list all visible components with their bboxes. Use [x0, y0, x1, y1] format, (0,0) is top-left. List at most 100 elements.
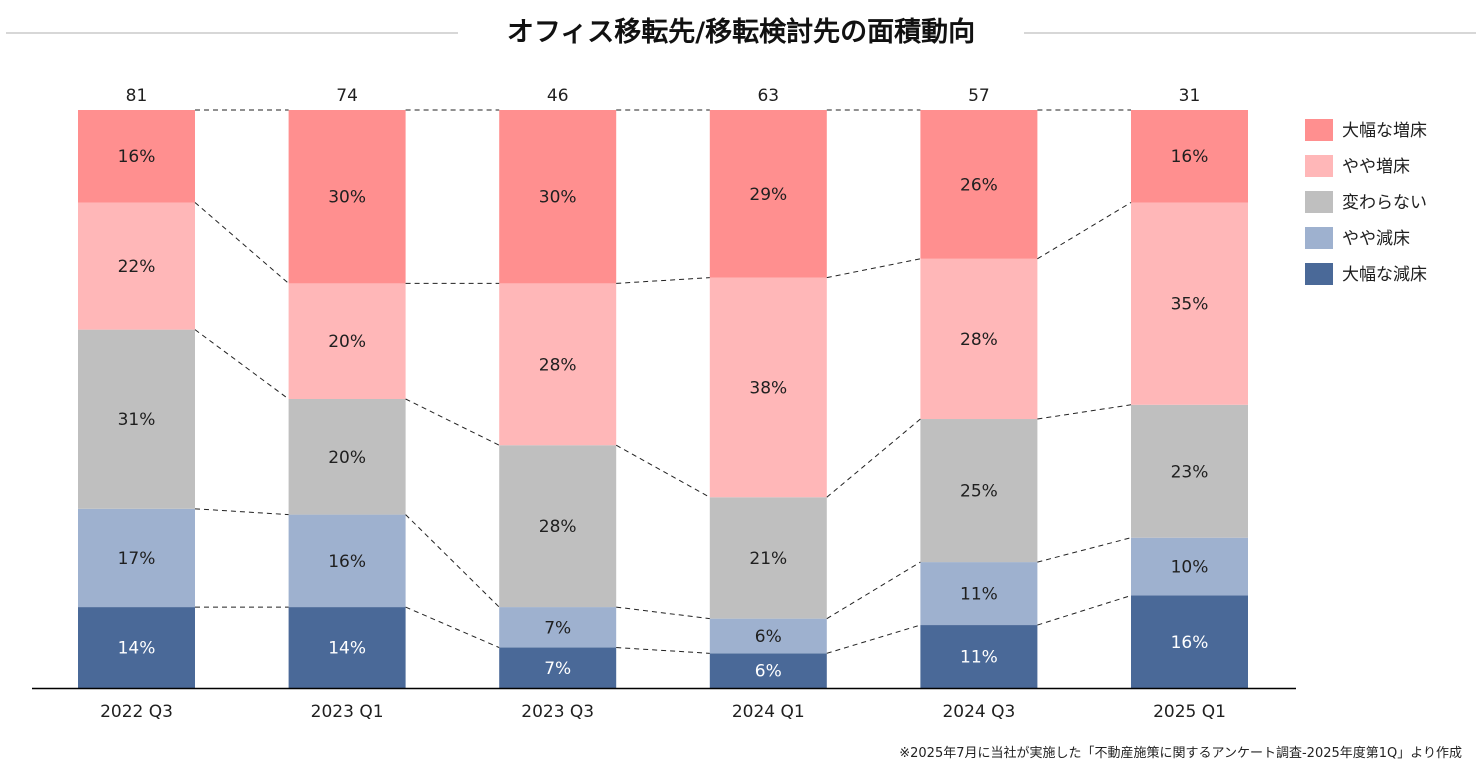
bar-segment	[1131, 595, 1248, 688]
title-rule-right	[1024, 32, 1476, 34]
connector-line	[405, 514, 500, 608]
segment-value-label: 14%	[328, 639, 366, 659]
segment-value-label: 26%	[960, 175, 998, 195]
segment-value-label: 16%	[328, 552, 366, 572]
legend-label: 変わらない	[1342, 193, 1427, 213]
segment-value-label: 30%	[539, 188, 577, 208]
connector-line	[405, 606, 500, 648]
title-rule-left	[6, 32, 458, 34]
connector-line	[405, 398, 500, 446]
bar-segment	[709, 277, 827, 498]
bar-segment	[78, 110, 195, 203]
chart-title: オフィス移転先/移転検討先の面積動向	[506, 17, 976, 48]
x-tick-label: 2025 Q1	[1153, 702, 1226, 722]
segment-value-label: 21%	[749, 549, 787, 569]
segment-value-label: 16%	[1171, 633, 1209, 653]
bar-segment	[920, 258, 1038, 420]
bar-segment	[78, 508, 195, 608]
segment-value-label: 22%	[118, 257, 156, 277]
legend-label: やや減床	[1342, 229, 1410, 249]
bar-segment	[78, 202, 195, 330]
bar-segment	[709, 653, 827, 688]
bar-segment	[499, 110, 617, 284]
bar-segment	[709, 497, 827, 619]
x-tick-label: 2023 Q1	[311, 702, 384, 722]
segment-value-label: 11%	[960, 585, 998, 605]
segment-value-label: 16%	[1171, 147, 1209, 167]
total-count-label: 81	[126, 86, 148, 106]
segment-value-label: 20%	[328, 332, 366, 352]
legend-swatch	[1305, 263, 1333, 285]
source-note: ※2025年7月に当社が実施した「不動産施策に関するアンケート調査-2025年度…	[899, 746, 1462, 761]
connector-line	[826, 624, 921, 654]
legend-label: やや増床	[1342, 157, 1410, 177]
segment-value-label: 16%	[118, 147, 156, 167]
segment-value-label: 28%	[539, 517, 577, 537]
bar-segment	[288, 399, 406, 515]
segment-value-label: 7%	[544, 659, 571, 679]
bar-segment	[499, 607, 617, 648]
legend-swatch	[1305, 227, 1333, 249]
connector-line	[1037, 595, 1132, 626]
total-count-label: 74	[336, 86, 358, 106]
title-row: オフィス移転先/移転検討先の面積動向	[0, 10, 1482, 56]
bar-segment	[1131, 404, 1248, 538]
connector-line	[616, 647, 710, 654]
segment-value-label: 25%	[960, 482, 998, 502]
bar-segment	[920, 625, 1038, 688]
total-count-label: 46	[547, 86, 569, 106]
legend-swatch	[1305, 155, 1333, 177]
total-count-label: 57	[968, 86, 990, 106]
connector-line	[1037, 404, 1132, 420]
bar-segment	[1131, 537, 1248, 596]
segment-value-label: 35%	[1171, 295, 1209, 315]
connector-line	[615, 444, 711, 498]
bar-segment	[288, 283, 406, 399]
bar-segment	[920, 562, 1038, 626]
bar-segment	[499, 647, 617, 688]
segment-value-label: 14%	[118, 639, 156, 659]
bar-segment	[288, 607, 406, 688]
bar-segment	[709, 618, 827, 654]
legend-label: 大幅な減床	[1342, 265, 1427, 285]
bar-segment	[1131, 110, 1248, 203]
segment-value-label: 38%	[749, 378, 787, 398]
bar-segment	[920, 110, 1038, 259]
connector-line	[616, 606, 710, 620]
segment-value-label: 10%	[1171, 558, 1209, 578]
connector-line	[826, 418, 921, 498]
legend-label: 大幅な増床	[1342, 121, 1427, 141]
bar-segment	[499, 445, 617, 608]
segment-value-label: 23%	[1171, 462, 1209, 482]
connector-line	[194, 508, 289, 516]
segment-value-label: 30%	[328, 188, 366, 208]
bar-segment	[78, 329, 195, 509]
bar-segment	[78, 607, 195, 688]
segment-value-label: 31%	[118, 410, 156, 430]
connector-line	[1037, 202, 1132, 260]
x-tick-label: 2022 Q3	[100, 702, 173, 722]
bar-segment	[499, 283, 617, 446]
legend-swatch	[1305, 119, 1333, 141]
legend-swatch	[1305, 191, 1333, 213]
segment-value-label: 28%	[960, 330, 998, 350]
bar-segment	[709, 110, 827, 278]
bar-segment	[920, 419, 1038, 563]
segment-value-label: 11%	[960, 648, 998, 668]
segment-value-label: 20%	[328, 448, 366, 468]
connector-line	[616, 277, 710, 284]
connector-line	[826, 258, 921, 279]
segment-value-label: 6%	[755, 627, 782, 647]
connector-line	[194, 202, 289, 284]
connector-line	[826, 561, 921, 620]
x-tick-label: 2024 Q1	[732, 702, 805, 722]
x-tick-label: 2024 Q3	[942, 702, 1015, 722]
bar-segment	[288, 514, 406, 608]
bar-segment	[288, 110, 406, 284]
x-tick-label: 2023 Q3	[521, 702, 594, 722]
segment-value-label: 7%	[544, 618, 571, 638]
segment-value-label: 28%	[539, 355, 577, 375]
bar-segment	[1131, 202, 1248, 405]
total-count-label: 31	[1179, 86, 1201, 106]
